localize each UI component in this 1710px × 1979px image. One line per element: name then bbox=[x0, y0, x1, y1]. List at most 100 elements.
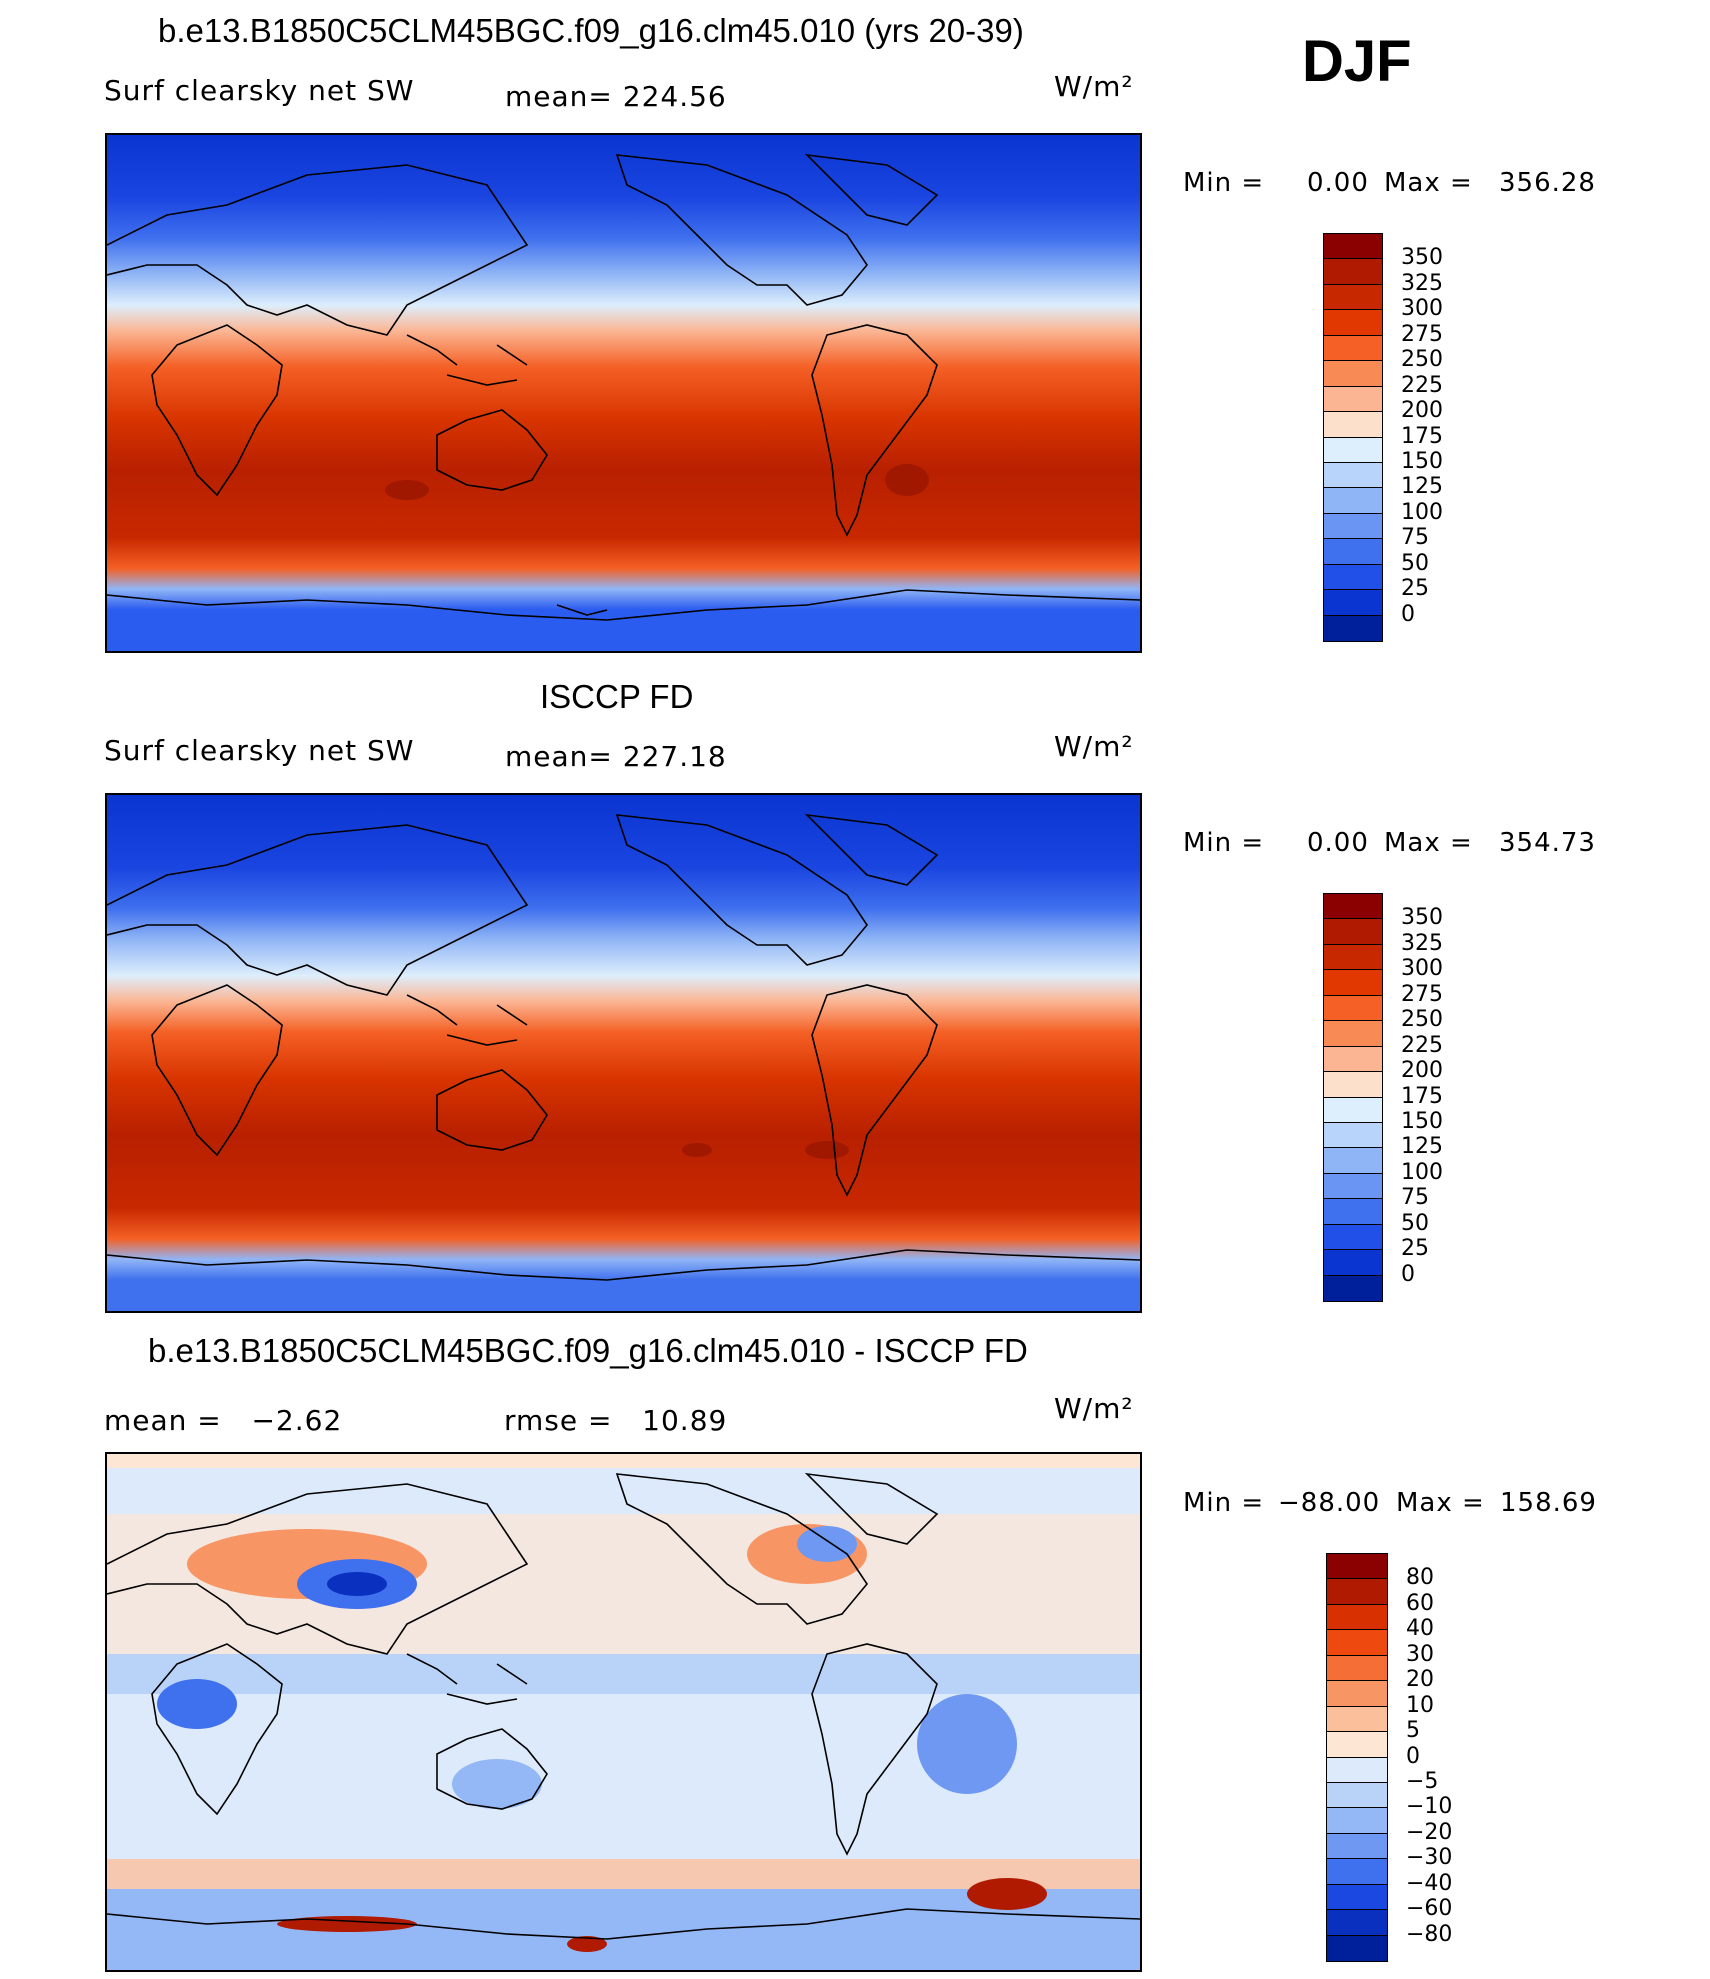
colorbar-tick-label: 250 bbox=[1401, 1007, 1443, 1033]
colorbar-tick-label: −10 bbox=[1406, 1794, 1453, 1820]
colorbar-tick-label: 325 bbox=[1401, 270, 1443, 296]
panel3-colorbar bbox=[1326, 1553, 1388, 1962]
colorbar-swatch bbox=[1324, 919, 1382, 945]
panel1-units: W/m² bbox=[1054, 70, 1134, 103]
colorbar-tick-label: 250 bbox=[1401, 347, 1443, 373]
colorbar-swatch bbox=[1324, 590, 1382, 616]
panel3-title: b.e13.B1850C5CLM45BGC.f09_g16.clm45.010 … bbox=[148, 1332, 1028, 1369]
colorbar-tick-label: 225 bbox=[1401, 372, 1443, 398]
panel3-rmse-label: rmse = 10.89 bbox=[504, 1404, 728, 1437]
colorbar-tick-label: 275 bbox=[1401, 981, 1443, 1007]
colorbar-tick-label: 200 bbox=[1401, 398, 1443, 424]
colorbar-swatch bbox=[1324, 513, 1382, 540]
colorbar-swatch bbox=[1324, 995, 1382, 1022]
colorbar-swatch bbox=[1324, 412, 1382, 438]
colorbar-tick-label: −30 bbox=[1406, 1845, 1453, 1871]
colorbar-swatch bbox=[1324, 970, 1382, 996]
panel2-title: ISCCP FD bbox=[540, 678, 694, 715]
panel1-title: b.e13.B1850C5CLM45BGC.f09_g16.clm45.010 … bbox=[158, 12, 1024, 49]
colorbar-tick-label: 0 bbox=[1401, 601, 1415, 627]
colorbar-swatch bbox=[1324, 1046, 1382, 1073]
panel1-map bbox=[105, 133, 1142, 653]
colorbar-tick-label: 80 bbox=[1406, 1565, 1434, 1591]
colorbar-swatch bbox=[1327, 1910, 1387, 1936]
panel3-min-label: Min = bbox=[1183, 1488, 1265, 1518]
colorbar-tick-label: 75 bbox=[1401, 525, 1429, 551]
panel1-colorbar bbox=[1323, 233, 1383, 642]
colorbar-swatch bbox=[1327, 1859, 1387, 1885]
colorbar-tick-label: 40 bbox=[1406, 1616, 1434, 1642]
colorbar-swatch bbox=[1327, 1833, 1387, 1860]
colorbar-swatch bbox=[1324, 335, 1382, 362]
panel2-min-label: Min = bbox=[1183, 828, 1265, 858]
colorbar-tick-label: 0 bbox=[1406, 1743, 1420, 1769]
colorbar-swatch bbox=[1324, 1224, 1382, 1251]
season-label: DJF bbox=[1302, 29, 1412, 94]
colorbar-swatch bbox=[1327, 1554, 1387, 1580]
colorbar-tick-label: 200 bbox=[1401, 1058, 1443, 1084]
colorbar-swatch bbox=[1324, 234, 1382, 260]
colorbar-swatch bbox=[1324, 259, 1382, 285]
panel2-max-value: 354.73 bbox=[1499, 828, 1596, 858]
colorbar-tick-label: 25 bbox=[1401, 576, 1429, 602]
colorbar-tick-label: 175 bbox=[1401, 423, 1443, 449]
panel2-min-value: 0.00 bbox=[1307, 828, 1369, 858]
panel3-mean-label: mean = −2.62 bbox=[104, 1404, 343, 1437]
colorbar-swatch bbox=[1327, 1782, 1387, 1809]
colorbar-tick-label: 5 bbox=[1406, 1718, 1420, 1744]
panel1-min-value: 0.00 bbox=[1307, 168, 1369, 198]
panel2-colorbar bbox=[1323, 893, 1383, 1302]
colorbar-swatch bbox=[1324, 462, 1382, 489]
colorbar-swatch bbox=[1324, 1250, 1382, 1276]
panel1-variable-label: Surf clearsky net SW bbox=[104, 74, 415, 107]
colorbar-tick-label: −60 bbox=[1406, 1896, 1453, 1922]
colorbar-swatch bbox=[1327, 1884, 1387, 1911]
colorbar-tick-label: 125 bbox=[1401, 474, 1443, 500]
panel3-max-value: 158.69 bbox=[1500, 1488, 1597, 1518]
colorbar-tick-label: −40 bbox=[1406, 1870, 1453, 1896]
colorbar-swatch bbox=[1324, 1021, 1382, 1047]
colorbar-tick-label: 50 bbox=[1401, 1210, 1429, 1236]
colorbar-tick-label: 300 bbox=[1401, 956, 1443, 982]
colorbar-tick-label: 300 bbox=[1401, 296, 1443, 322]
colorbar-swatch bbox=[1324, 539, 1382, 565]
colorbar-tick-label: 125 bbox=[1401, 1134, 1443, 1160]
colorbar-swatch bbox=[1324, 1122, 1382, 1149]
panel1-max-label: Max = bbox=[1384, 168, 1473, 198]
colorbar-tick-label: 30 bbox=[1406, 1641, 1434, 1667]
colorbar-tick-label: 225 bbox=[1401, 1032, 1443, 1058]
panel3-units: W/m² bbox=[1054, 1392, 1134, 1425]
colorbar-swatch bbox=[1327, 1935, 1387, 1961]
colorbar-tick-label: 350 bbox=[1401, 905, 1443, 931]
panel3-max-label: Max = bbox=[1396, 1488, 1485, 1518]
colorbar-swatch bbox=[1324, 615, 1382, 641]
colorbar-swatch bbox=[1324, 894, 1382, 920]
colorbar-swatch bbox=[1324, 1199, 1382, 1225]
colorbar-tick-label: 0 bbox=[1401, 1261, 1415, 1287]
colorbar-swatch bbox=[1324, 1148, 1382, 1174]
colorbar-swatch bbox=[1324, 361, 1382, 387]
panel2-max-label: Max = bbox=[1384, 828, 1473, 858]
colorbar-tick-label: −5 bbox=[1406, 1768, 1439, 1794]
colorbar-tick-label: 100 bbox=[1401, 499, 1443, 525]
colorbar-tick-label: 175 bbox=[1401, 1083, 1443, 1109]
panel2-map bbox=[105, 793, 1142, 1313]
panel2-variable-label: Surf clearsky net SW bbox=[104, 734, 415, 767]
colorbar-tick-label: 350 bbox=[1401, 245, 1443, 271]
colorbar-swatch bbox=[1327, 1604, 1387, 1631]
colorbar-tick-label: 25 bbox=[1401, 1236, 1429, 1262]
colorbar-swatch bbox=[1324, 310, 1382, 336]
panel2-mean-label: mean= 227.18 bbox=[505, 740, 727, 773]
colorbar-tick-label: −80 bbox=[1406, 1921, 1453, 1947]
colorbar-tick-label: −20 bbox=[1406, 1819, 1453, 1845]
colorbar-swatch bbox=[1324, 437, 1382, 463]
colorbar-tick-label: 275 bbox=[1401, 321, 1443, 347]
colorbar-swatch bbox=[1327, 1757, 1387, 1783]
panel3-min-value: −88.00 bbox=[1278, 1488, 1381, 1518]
colorbar-swatch bbox=[1324, 1275, 1382, 1301]
colorbar-tick-label: 150 bbox=[1401, 1108, 1443, 1134]
colorbar-swatch bbox=[1324, 488, 1382, 514]
colorbar-swatch bbox=[1327, 1630, 1387, 1656]
colorbar-swatch bbox=[1327, 1808, 1387, 1834]
colorbar-tick-label: 50 bbox=[1401, 550, 1429, 576]
